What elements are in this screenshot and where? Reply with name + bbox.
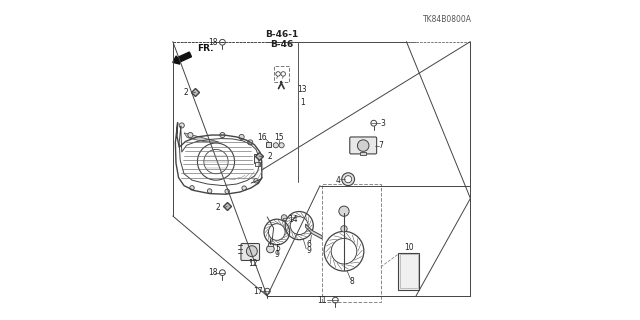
Circle shape	[188, 132, 193, 138]
Circle shape	[339, 206, 349, 216]
Text: 9: 9	[275, 250, 279, 259]
Circle shape	[242, 186, 246, 190]
Text: 5: 5	[275, 244, 280, 253]
Bar	[266, 142, 271, 147]
Circle shape	[342, 173, 355, 186]
Text: 7: 7	[378, 141, 383, 150]
Circle shape	[344, 176, 352, 183]
Circle shape	[225, 189, 230, 194]
Text: FR.: FR.	[197, 44, 213, 53]
Text: 18: 18	[208, 38, 218, 47]
Circle shape	[279, 143, 284, 148]
Circle shape	[239, 134, 244, 140]
Circle shape	[179, 123, 184, 128]
Circle shape	[207, 189, 212, 193]
Text: 8: 8	[349, 277, 355, 286]
Bar	[360, 152, 366, 155]
FancyBboxPatch shape	[349, 137, 376, 154]
Text: 2: 2	[268, 152, 272, 161]
Text: 9: 9	[307, 246, 311, 255]
Bar	[322, 184, 381, 302]
Text: B-46: B-46	[269, 40, 293, 49]
Text: 16: 16	[257, 133, 267, 142]
Circle shape	[248, 140, 253, 145]
Text: 4: 4	[335, 176, 340, 185]
Circle shape	[220, 132, 225, 138]
Text: 2: 2	[216, 203, 220, 212]
Bar	[398, 253, 419, 290]
Text: 15: 15	[274, 133, 284, 142]
Text: 14: 14	[288, 215, 298, 224]
Polygon shape	[306, 224, 323, 239]
Bar	[255, 162, 260, 166]
Text: B-46-1: B-46-1	[265, 30, 298, 39]
Text: 12: 12	[249, 260, 258, 268]
Text: 18: 18	[208, 268, 218, 277]
Text: 6: 6	[307, 240, 311, 249]
FancyBboxPatch shape	[241, 244, 260, 260]
Text: 1: 1	[300, 98, 305, 107]
Polygon shape	[184, 133, 219, 142]
Bar	[399, 254, 418, 288]
Text: 10: 10	[404, 243, 413, 252]
Bar	[268, 243, 273, 246]
Circle shape	[253, 179, 259, 183]
Bar	[283, 218, 285, 220]
Text: 11: 11	[317, 296, 326, 305]
Text: TK84B0800A: TK84B0800A	[423, 15, 472, 24]
Circle shape	[189, 186, 195, 190]
Bar	[274, 66, 289, 82]
Text: 3: 3	[380, 119, 385, 128]
Bar	[254, 154, 262, 163]
FancyArrow shape	[173, 52, 191, 64]
Circle shape	[357, 140, 369, 151]
Circle shape	[246, 246, 257, 257]
Text: 2: 2	[184, 88, 188, 97]
Text: 13: 13	[298, 85, 307, 94]
Circle shape	[282, 215, 287, 220]
Text: 17: 17	[253, 287, 262, 296]
Circle shape	[341, 226, 347, 232]
Circle shape	[273, 143, 278, 148]
Circle shape	[266, 245, 274, 253]
